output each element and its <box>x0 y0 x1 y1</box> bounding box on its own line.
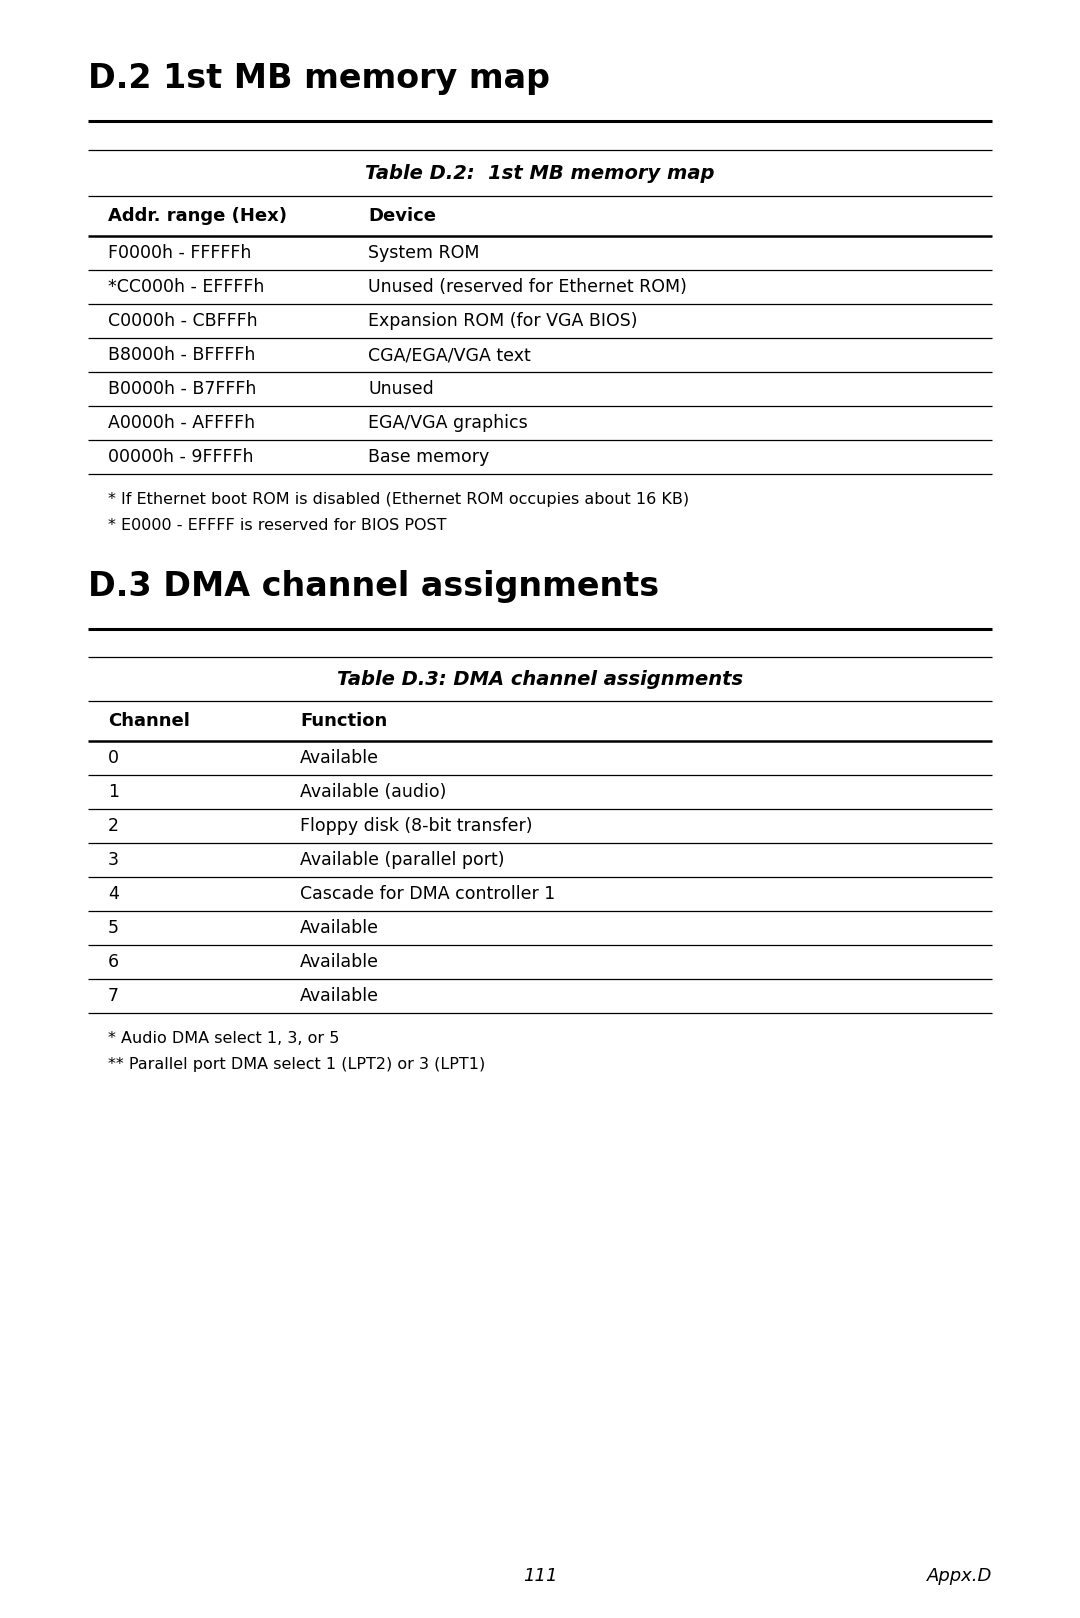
Text: 6: 6 <box>108 953 119 971</box>
Text: Available: Available <box>300 987 379 1005</box>
Text: CGA/EGA/VGA text: CGA/EGA/VGA text <box>368 346 530 364</box>
Text: Appx.D: Appx.D <box>927 1566 993 1586</box>
Text: *CC000h - EFFFFh: *CC000h - EFFFFh <box>108 278 265 296</box>
Text: D.3 DMA channel assignments: D.3 DMA channel assignments <box>87 570 659 604</box>
Text: Function: Function <box>300 712 388 730</box>
Text: Table D.2:  1st MB memory map: Table D.2: 1st MB memory map <box>365 163 715 183</box>
Text: 5: 5 <box>108 919 119 937</box>
Text: Base memory: Base memory <box>368 448 489 466</box>
Text: Available: Available <box>300 919 379 937</box>
Text: 111: 111 <box>523 1566 557 1586</box>
Text: A0000h - AFFFFh: A0000h - AFFFFh <box>108 414 255 432</box>
Text: 0: 0 <box>108 749 119 767</box>
Text: Expansion ROM (for VGA BIOS): Expansion ROM (for VGA BIOS) <box>368 312 637 330</box>
Text: 1: 1 <box>108 783 119 801</box>
Text: Channel: Channel <box>108 712 190 730</box>
Text: B8000h - BFFFFh: B8000h - BFFFFh <box>108 346 255 364</box>
Text: Available: Available <box>300 953 379 971</box>
Text: * If Ethernet boot ROM is disabled (Ethernet ROM occupies about 16 KB): * If Ethernet boot ROM is disabled (Ethe… <box>108 492 689 506</box>
Text: Floppy disk (8-bit transfer): Floppy disk (8-bit transfer) <box>300 817 532 835</box>
Text: Addr. range (Hex): Addr. range (Hex) <box>108 207 287 225</box>
Text: EGA/VGA graphics: EGA/VGA graphics <box>368 414 528 432</box>
Text: System ROM: System ROM <box>368 244 480 262</box>
Text: ** Parallel port DMA select 1 (LPT2) or 3 (LPT1): ** Parallel port DMA select 1 (LPT2) or … <box>108 1057 485 1073</box>
Text: Unused (reserved for Ethernet ROM): Unused (reserved for Ethernet ROM) <box>368 278 687 296</box>
Text: B0000h - B7FFFh: B0000h - B7FFFh <box>108 380 256 398</box>
Text: C0000h - CBFFFh: C0000h - CBFFFh <box>108 312 258 330</box>
Text: F0000h - FFFFFh: F0000h - FFFFFh <box>108 244 252 262</box>
Text: 7: 7 <box>108 987 119 1005</box>
Text: D.2 1st MB memory map: D.2 1st MB memory map <box>87 61 550 95</box>
Text: 3: 3 <box>108 851 119 869</box>
Text: * Audio DMA select 1, 3, or 5: * Audio DMA select 1, 3, or 5 <box>108 1031 339 1045</box>
Text: Available (audio): Available (audio) <box>300 783 446 801</box>
Text: Unused: Unused <box>368 380 434 398</box>
Text: 2: 2 <box>108 817 119 835</box>
Text: Table D.3: DMA channel assignments: Table D.3: DMA channel assignments <box>337 670 743 689</box>
Text: Available: Available <box>300 749 379 767</box>
Text: 00000h - 9FFFFh: 00000h - 9FFFFh <box>108 448 254 466</box>
Text: Device: Device <box>368 207 436 225</box>
Text: 4: 4 <box>108 885 119 903</box>
Text: Available (parallel port): Available (parallel port) <box>300 851 504 869</box>
Text: Cascade for DMA controller 1: Cascade for DMA controller 1 <box>300 885 555 903</box>
Text: * E0000 - EFFFF is reserved for BIOS POST: * E0000 - EFFFF is reserved for BIOS POS… <box>108 518 446 532</box>
